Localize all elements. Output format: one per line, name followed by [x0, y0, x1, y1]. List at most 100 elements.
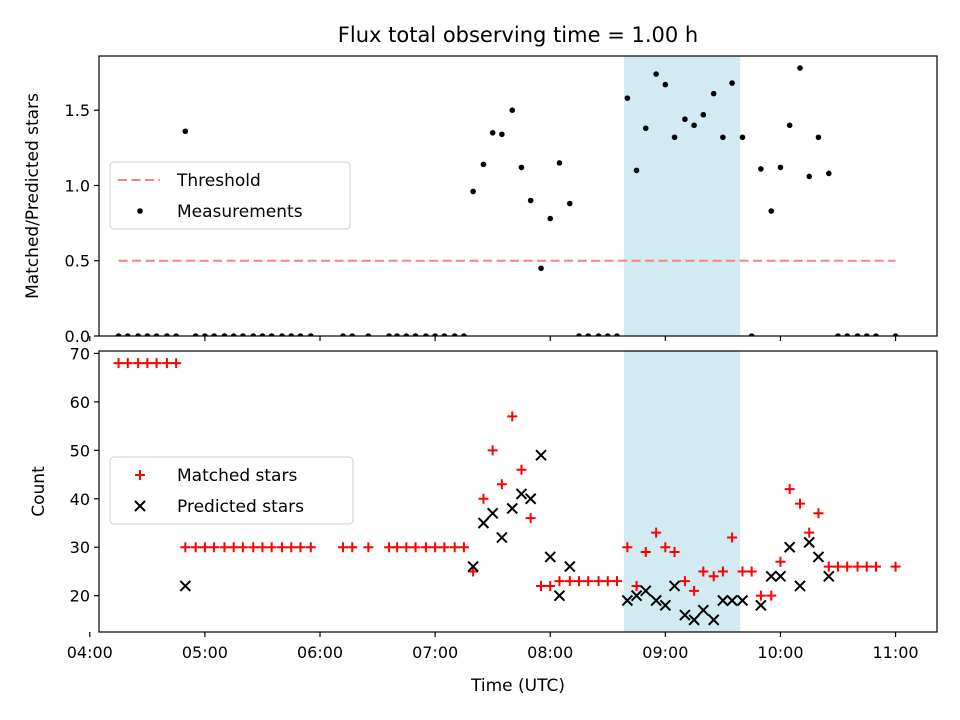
predicted-star-marker — [496, 531, 508, 544]
matched-star-marker — [338, 542, 349, 553]
measurement-point — [340, 333, 346, 336]
matched-star-marker — [401, 542, 412, 553]
matched-star-marker — [870, 561, 881, 572]
predicted-star-marker — [477, 517, 490, 529]
measurement-point — [633, 167, 640, 174]
measurement-point — [527, 197, 534, 204]
matched-star-marker — [161, 358, 172, 369]
panel-top-y-tick-label: 0.5 — [65, 252, 90, 271]
measurement-point — [854, 333, 861, 336]
measurement-point — [365, 333, 372, 336]
measurement-point — [192, 333, 199, 336]
matched-star-marker — [689, 585, 700, 596]
measurement-point — [691, 122, 697, 129]
predicted-star-marker — [515, 488, 528, 500]
measurement-point — [835, 333, 841, 336]
legend-label: Matched stars — [177, 466, 297, 486]
measurement-point — [135, 333, 141, 336]
matched-star-marker — [679, 576, 690, 587]
matched-star-marker — [574, 576, 585, 587]
matched-star-marker — [266, 542, 277, 553]
predicted-star-marker — [535, 449, 547, 461]
panel-bottom-y-tick-label: 30 — [70, 538, 90, 557]
measurement-point — [308, 333, 314, 336]
panel-bottom-y-tick-label: 50 — [70, 441, 90, 460]
measurement-point — [777, 164, 784, 171]
matched-star-marker — [890, 561, 901, 572]
matched-star-marker — [813, 508, 824, 519]
legend-matched-swatch — [135, 470, 145, 480]
measurement-point — [250, 333, 257, 336]
matched-star-marker — [458, 542, 469, 553]
measurement-point — [221, 333, 228, 336]
measurement-point — [432, 333, 438, 336]
matched-star-marker — [420, 542, 431, 553]
matched-star-marker — [122, 358, 133, 369]
matched-star-marker — [171, 358, 182, 369]
predicted-star-marker — [467, 560, 479, 573]
x-tick-label: 11:00 — [873, 643, 919, 662]
measurement-point — [700, 111, 707, 118]
measurement-point — [538, 265, 544, 272]
panel-top-plot-area — [115, 65, 899, 336]
matched-star-marker — [651, 527, 662, 538]
matched-star-marker — [622, 542, 633, 553]
matched-star-marker — [228, 542, 239, 553]
panel-bottom-y-tick-label: 40 — [70, 490, 90, 509]
measurement-point — [758, 166, 764, 172]
measurement-point — [873, 333, 879, 336]
measurement-point — [423, 333, 429, 336]
matched-star-marker — [496, 479, 507, 490]
panel-top-legend: Threshold Measurements — [109, 161, 351, 230]
matched-star-marker — [277, 542, 288, 553]
matched-star-marker — [430, 542, 441, 553]
measurement-point — [349, 333, 356, 336]
matched-star-marker — [392, 542, 403, 553]
matched-star-marker — [257, 542, 268, 553]
matched-star-marker — [347, 542, 358, 553]
legend-label: Threshold — [176, 171, 261, 191]
measurement-point — [489, 129, 496, 136]
matched-star-marker — [248, 542, 259, 553]
measurement-point — [595, 333, 602, 336]
measurement-point — [739, 134, 746, 141]
matched-star-marker — [516, 464, 527, 475]
matched-star-marker — [468, 566, 479, 577]
legend-measurement-swatch — [137, 208, 143, 214]
measurement-point — [182, 128, 189, 135]
predicted-star-marker — [486, 507, 499, 520]
panel-top-y-tick-label: 0.0 — [65, 327, 90, 346]
panel-bottom-frame — [98, 350, 938, 633]
matched-star-marker — [727, 532, 738, 543]
predicted-star-marker — [524, 493, 537, 505]
matched-star-marker — [593, 576, 604, 587]
matched-star-marker — [536, 580, 547, 591]
measurement-point — [386, 333, 392, 336]
matched-star-marker — [180, 542, 191, 553]
predicted-star-marker — [697, 604, 710, 616]
panel-top-frame — [98, 55, 938, 337]
matched-star-marker — [698, 566, 709, 577]
matched-star-marker — [286, 542, 297, 553]
measurement-point — [786, 122, 793, 129]
measurement-point — [259, 333, 266, 336]
panel-top-legend-box — [109, 161, 351, 230]
measurement-point — [825, 170, 832, 177]
x-tick-label: 09:00 — [642, 643, 688, 662]
measurement-point — [268, 333, 275, 336]
predicted-star-marker — [553, 589, 566, 602]
matched-star-marker — [602, 576, 613, 587]
panel-top-ratio: 0.0 0.5 1.0 1.5 Matched/Predicted stars Thres… — [23, 55, 938, 346]
x-tick-label: 05:00 — [182, 643, 228, 662]
panel-bottom-y-tick-label: 60 — [70, 393, 90, 412]
x-tick-label: 08:00 — [527, 643, 573, 662]
predicted-star-marker — [621, 594, 634, 607]
measurement-point — [585, 333, 592, 336]
measurement-point — [230, 333, 237, 336]
measurement-point — [499, 131, 505, 138]
matched-star-marker — [363, 542, 374, 553]
matched-star-marker — [237, 542, 248, 553]
matched-star-marker — [755, 590, 766, 601]
matched-star-marker — [219, 542, 230, 553]
predicted-star-marker — [564, 560, 576, 573]
